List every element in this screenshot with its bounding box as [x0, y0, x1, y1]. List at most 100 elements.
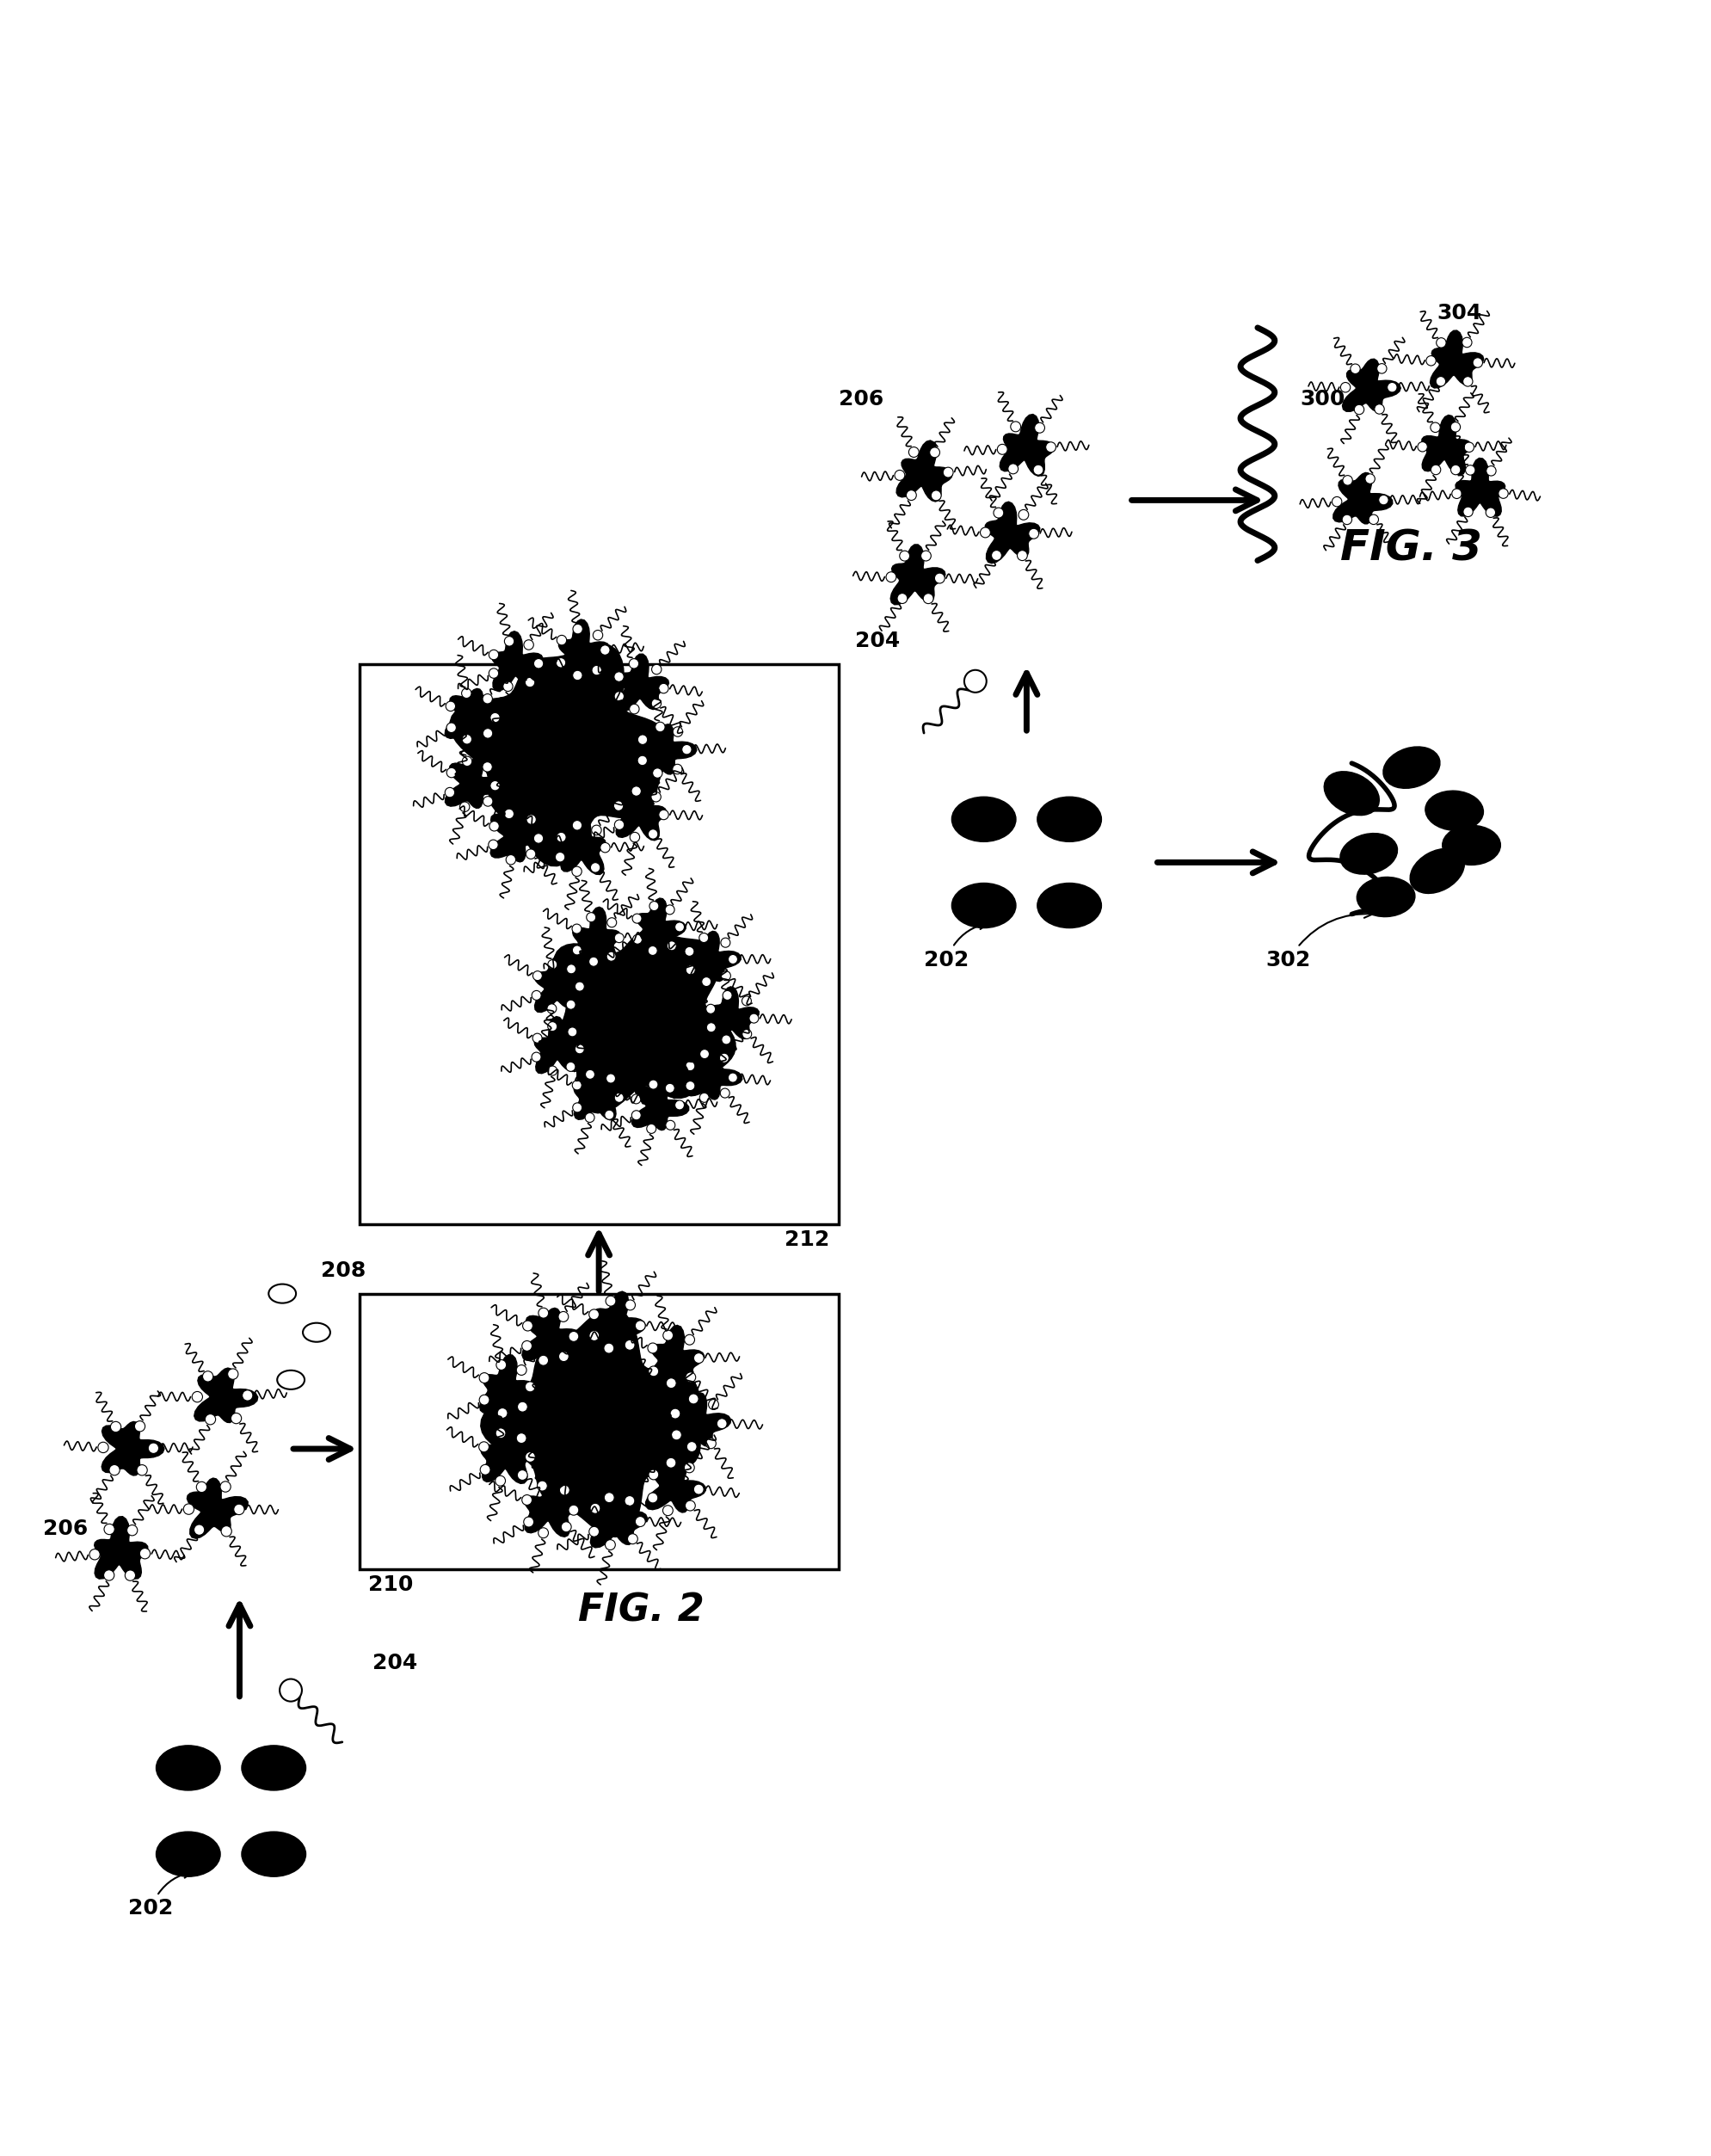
Circle shape [702, 977, 712, 987]
Text: 302: 302 [1266, 910, 1372, 970]
Circle shape [1453, 489, 1461, 498]
Circle shape [494, 1475, 505, 1485]
Text: 202: 202 [128, 1869, 192, 1919]
Polygon shape [559, 619, 609, 679]
Circle shape [537, 1481, 548, 1492]
Polygon shape [445, 688, 505, 740]
Polygon shape [589, 1291, 645, 1352]
Circle shape [483, 729, 493, 737]
Circle shape [548, 959, 558, 970]
Circle shape [205, 1414, 216, 1425]
Circle shape [717, 1419, 727, 1429]
Polygon shape [554, 929, 736, 1112]
Circle shape [606, 1074, 616, 1082]
Circle shape [1377, 364, 1386, 373]
Circle shape [601, 645, 609, 655]
Circle shape [994, 507, 1004, 517]
Circle shape [585, 1112, 594, 1123]
Circle shape [462, 735, 472, 744]
Circle shape [592, 666, 602, 675]
Circle shape [604, 1492, 614, 1503]
Polygon shape [631, 1082, 690, 1130]
Circle shape [1369, 515, 1379, 524]
Circle shape [111, 1421, 121, 1432]
Circle shape [700, 934, 708, 942]
Circle shape [234, 1505, 245, 1516]
Circle shape [568, 1505, 578, 1516]
Circle shape [1463, 507, 1473, 517]
Circle shape [686, 1371, 696, 1382]
Circle shape [743, 996, 751, 1005]
Circle shape [606, 1539, 616, 1550]
Circle shape [1350, 364, 1360, 373]
Polygon shape [1430, 330, 1483, 388]
Ellipse shape [241, 1746, 306, 1789]
Circle shape [648, 946, 657, 955]
Text: 304: 304 [1437, 302, 1482, 323]
Circle shape [496, 1360, 506, 1369]
Circle shape [667, 940, 676, 951]
Circle shape [655, 722, 666, 731]
Circle shape [707, 1005, 715, 1013]
Polygon shape [672, 1393, 731, 1449]
Circle shape [197, 1481, 207, 1492]
Polygon shape [616, 653, 669, 711]
Ellipse shape [951, 798, 1016, 841]
Circle shape [202, 1371, 214, 1382]
Polygon shape [648, 1326, 705, 1384]
Circle shape [135, 1421, 145, 1432]
Polygon shape [645, 1455, 705, 1514]
Polygon shape [522, 1309, 583, 1360]
Circle shape [228, 1369, 238, 1380]
Circle shape [548, 1005, 556, 1013]
Circle shape [445, 787, 455, 798]
Circle shape [525, 1382, 536, 1393]
Circle shape [527, 815, 536, 824]
Circle shape [556, 636, 566, 645]
Ellipse shape [156, 1746, 221, 1789]
Polygon shape [986, 502, 1040, 563]
Circle shape [554, 852, 565, 862]
Circle shape [601, 843, 611, 852]
Circle shape [929, 446, 939, 457]
Circle shape [489, 649, 498, 660]
Circle shape [943, 468, 953, 476]
Circle shape [1008, 464, 1018, 474]
Circle shape [604, 1343, 614, 1354]
Text: 208: 208 [320, 1259, 366, 1281]
Ellipse shape [1442, 826, 1501, 865]
Circle shape [631, 787, 642, 796]
Polygon shape [193, 1367, 258, 1423]
Circle shape [539, 1356, 549, 1365]
Text: 204: 204 [371, 1651, 417, 1673]
Text: 212: 212 [785, 1229, 830, 1250]
Circle shape [183, 1505, 193, 1514]
FancyBboxPatch shape [359, 664, 838, 1225]
Circle shape [479, 1442, 489, 1451]
Circle shape [1365, 474, 1376, 483]
Polygon shape [101, 1421, 164, 1475]
Circle shape [647, 1123, 655, 1134]
Polygon shape [999, 414, 1054, 476]
Polygon shape [556, 815, 606, 875]
Circle shape [594, 630, 602, 640]
Circle shape [525, 677, 536, 688]
Circle shape [447, 722, 457, 733]
Circle shape [558, 1311, 568, 1322]
Polygon shape [897, 440, 953, 502]
Ellipse shape [1357, 877, 1415, 916]
Circle shape [625, 1496, 635, 1505]
Polygon shape [481, 1309, 700, 1537]
Circle shape [1374, 403, 1384, 414]
Circle shape [606, 1296, 616, 1307]
Circle shape [479, 1373, 489, 1382]
Circle shape [279, 1680, 301, 1701]
Circle shape [638, 755, 647, 765]
Circle shape [1343, 476, 1352, 485]
Circle shape [743, 1028, 751, 1039]
Circle shape [460, 802, 469, 811]
Circle shape [907, 489, 917, 500]
Text: 206: 206 [838, 388, 883, 410]
Ellipse shape [241, 1833, 306, 1876]
Circle shape [573, 671, 582, 681]
